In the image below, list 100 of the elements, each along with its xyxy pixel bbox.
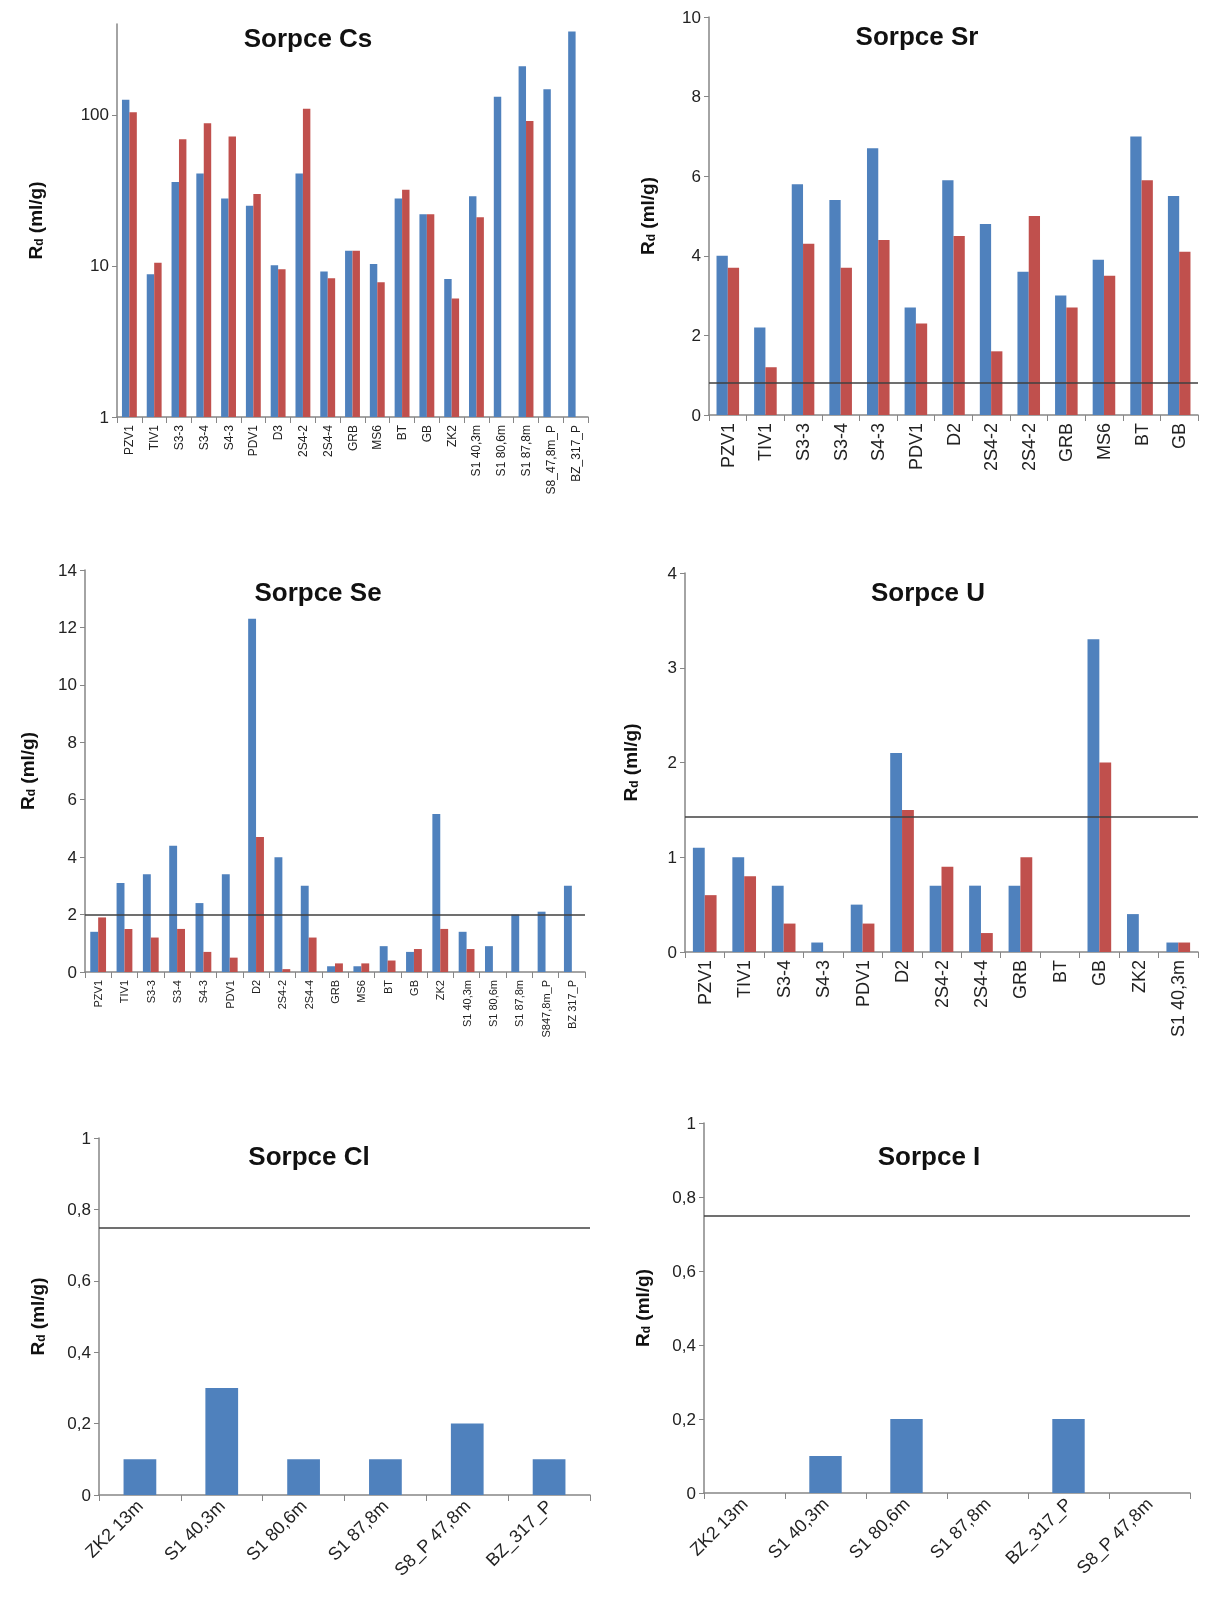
bar (692, 847, 705, 952)
bar (1141, 180, 1153, 415)
x-tick-label: S8_47,8m_P (543, 425, 558, 495)
x-tick-label: GB (419, 425, 434, 443)
bar (256, 837, 264, 972)
x-tick-label: S3-4 (196, 424, 211, 451)
bar (1020, 857, 1033, 952)
y-tick-label: 4 (691, 246, 701, 266)
bar (406, 951, 414, 972)
bar (969, 885, 981, 952)
x-tick-label: D3 (271, 424, 286, 441)
bar (379, 946, 388, 972)
bar (902, 809, 914, 952)
bar (361, 963, 370, 972)
x-tick-label: ZK2 (1128, 960, 1149, 994)
bar (1028, 216, 1041, 415)
y-tick-label: 0,2 (672, 1409, 696, 1429)
y-tick-label: 10 (90, 256, 109, 276)
x-tick-label: S1 87,8m (513, 980, 526, 1028)
y-tick-label: 2 (67, 905, 77, 925)
x-tick-label: S3-4 (830, 423, 851, 462)
x-tick-label: S1 80,6m (486, 980, 499, 1028)
x-tick-label: PDV1 (246, 424, 261, 457)
bar (537, 911, 546, 972)
bar (915, 323, 928, 415)
x-tick-label: S4-3 (813, 960, 834, 999)
bar (1103, 275, 1116, 415)
chart-title: Sorpce Cl (248, 1141, 370, 1171)
x-tick-label: MS6 (370, 424, 385, 450)
x-tick-label: S4-3 (868, 423, 889, 462)
bar (308, 937, 317, 972)
x-tick-label: D2 (892, 960, 913, 984)
bar (732, 857, 745, 952)
bar (783, 923, 796, 952)
x-tick-label: S847,8m_P (539, 980, 552, 1038)
y-tick-label: 6 (67, 790, 77, 810)
chart-title: Sorpce Se (254, 577, 382, 607)
bar (991, 351, 1003, 415)
y-tick-label: 0 (691, 405, 701, 425)
y-axis-title: Rd (ml/g) (16, 731, 38, 811)
x-tick-label: 2S4-2 (295, 424, 310, 458)
x-tick-label: TIV1 (118, 980, 131, 1004)
y-tick-label: 0,2 (67, 1414, 91, 1434)
bar (413, 949, 422, 972)
x-tick-label: MS6 (355, 980, 368, 1003)
chart-title: Sorpce Cs (243, 23, 373, 53)
bar (282, 969, 291, 972)
y-tick-label: 2 (691, 325, 701, 345)
x-tick-label: 2S4-4 (320, 424, 335, 458)
y-axis-title: Rd (ml/g) (631, 1268, 653, 1348)
x-tick-label: S1 40,3m (460, 980, 473, 1028)
bar (866, 148, 879, 415)
x-tick-label: GRB (1010, 960, 1031, 1000)
x-tick-label: S3-4 (171, 980, 184, 1004)
x-tick-label: 2S4-2 (931, 960, 952, 1009)
x-tick-label: ZK2 (434, 980, 447, 1001)
x-tick-label: MS6 (1093, 423, 1114, 461)
x-tick-label: 2S4-4 (970, 960, 991, 1009)
x-tick-label: BT (381, 979, 394, 995)
x-tick-label: S3-3 (171, 424, 186, 451)
x-tick-label: D2 (943, 423, 964, 447)
x-tick-label: S1 40,3m (1168, 960, 1189, 1038)
x-tick-label: 2S4-2 (1018, 423, 1039, 472)
bar (485, 946, 493, 972)
bar (327, 966, 335, 972)
bar (1066, 307, 1078, 415)
bar (803, 243, 815, 415)
x-tick-label: PDV1 (223, 980, 236, 1009)
bar (850, 904, 863, 952)
bar (979, 223, 992, 415)
bar (450, 1423, 484, 1495)
y-tick-label: 8 (67, 732, 77, 752)
text: Sorpce I (877, 1141, 981, 1171)
x-tick-label: S4-3 (221, 424, 236, 451)
bar (458, 931, 467, 972)
chart-title: Sorpce U (870, 577, 986, 607)
x-tick-label: GB (407, 980, 420, 996)
bar (300, 885, 309, 972)
x-tick-label: S3-3 (793, 423, 814, 462)
bar (563, 885, 572, 972)
bar (532, 1459, 566, 1495)
bar (1092, 259, 1104, 415)
bar (248, 618, 257, 972)
y-tick-label: 14 (58, 560, 77, 580)
bar (353, 966, 362, 972)
bar (754, 327, 766, 415)
x-tick-label: 2S4-2 (276, 980, 289, 1010)
y-tick-label: 8 (691, 87, 701, 107)
bar (203, 951, 212, 972)
chart-title: Sorpce Sr (855, 21, 979, 51)
x-tick-label: S1 40,3m (469, 425, 484, 477)
x-tick-label: GRB (345, 425, 360, 452)
y-tick-label: 3 (667, 658, 677, 678)
y-tick-label: 2 (667, 753, 677, 772)
x-tick-label: BT (1049, 960, 1070, 984)
bar (287, 1459, 320, 1495)
x-tick-label: S4-3 (197, 980, 210, 1004)
x-tick-label: 2S4-4 (302, 980, 315, 1010)
x-tick-label: PDV1 (905, 423, 926, 471)
bar (1167, 196, 1180, 415)
